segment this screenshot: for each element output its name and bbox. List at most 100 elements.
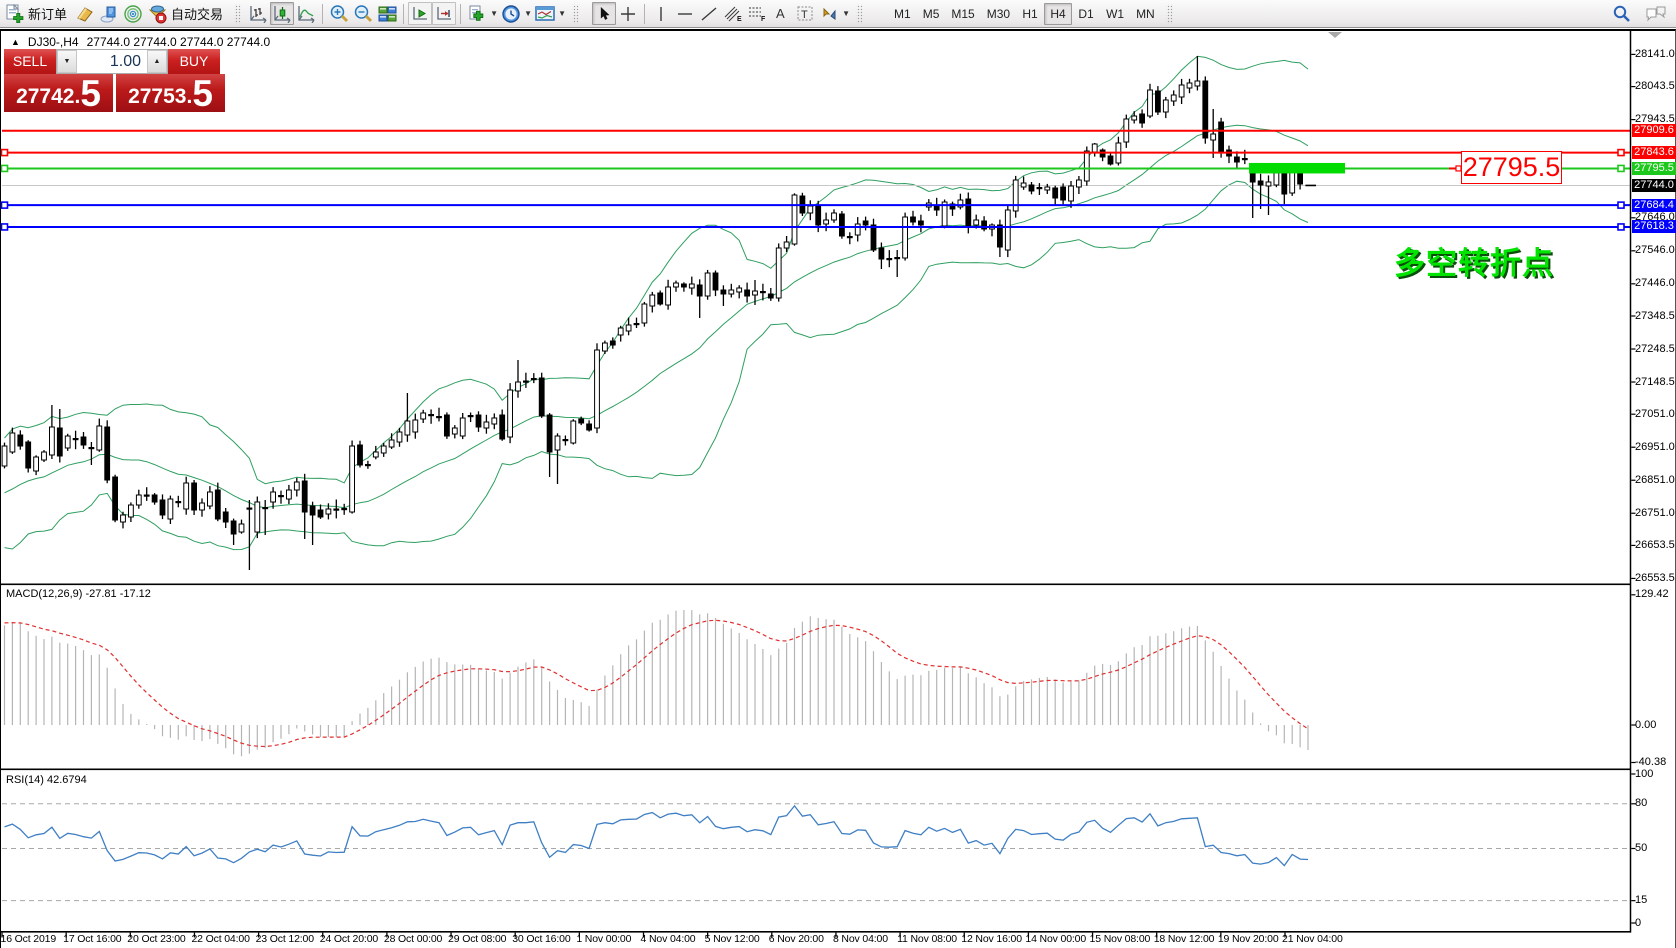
tile-windows-button[interactable] [375,2,399,25]
vline-tool-button[interactable] [649,2,673,25]
autotrading-label[interactable]: 自动交易 [171,7,224,22]
channel-tool-button[interactable]: E [721,2,745,25]
time-axis-label: 4 Nov 04:00 [640,933,696,945]
level-line-left-handle[interactable] [1,148,9,157]
level-line-left-handle[interactable] [1,164,9,173]
svg-text:E: E [737,16,742,23]
chart-shift-button[interactable] [432,2,457,25]
candle-bull [673,282,679,288]
autotrading-button[interactable] [145,2,169,25]
journal-button[interactable] [73,2,97,25]
line-chart-mode-icon [297,5,315,23]
candle-bull [570,420,577,444]
toolbar-grip[interactable] [572,3,580,24]
new-order-button[interactable] [2,2,26,25]
volume-box: ▼ ▲ [56,49,168,74]
new-order-label[interactable]: 新订单 [28,7,68,22]
timeframe-M15[interactable]: M15 [951,6,975,21]
sell-price-main: 27742 [16,85,75,108]
timeframe-M5[interactable]: M5 [922,6,940,21]
buy-price[interactable]: 27753. 5 [116,74,225,112]
timeframe-D1[interactable]: D1 [1078,6,1094,21]
candle-bull [483,421,490,429]
candle-bull [1162,99,1169,113]
candle-bear [151,494,158,503]
periods-dropdown[interactable]: ▼ [524,9,532,18]
arrow-objects-icon [823,7,836,20]
text-label-tool-button[interactable]: T [793,2,817,25]
candle-bull [1210,133,1217,141]
chinese-annotation[interactable]: 多空转折点 [1394,246,1554,281]
news-button[interactable] [121,2,145,25]
candle-bull [183,482,190,510]
collapse-arrow-icon[interactable]: ▲ [11,37,20,47]
svg-text:F: F [761,16,766,23]
toolbar-separator [460,3,462,24]
text-tool-button[interactable]: A [769,2,793,25]
candle-bull [736,287,743,293]
timeframe-H1[interactable]: H1 [1022,6,1038,21]
candle-bear [262,507,269,510]
zoom-in-button[interactable] [327,2,351,25]
level-line-left-handle[interactable] [1,223,9,231]
hline-tool-button[interactable] [673,2,697,25]
periods-button[interactable] [499,2,523,25]
timeframe-W1[interactable]: W1 [1106,6,1125,21]
time-axis-label: 6 Nov 20:00 [768,933,824,945]
candle-bear [997,224,1003,248]
trendline-tool-button[interactable] [697,2,721,25]
timeframe-M1[interactable]: M1 [894,6,911,21]
indicators-dropdown[interactable]: ▼ [490,9,498,18]
indicators-button[interactable] [465,2,489,25]
toolbar-separator [403,3,405,24]
crosshair-tool-button[interactable] [616,2,640,25]
sell-price[interactable]: 27742. 5 [4,74,113,112]
candlestick-mode-button[interactable] [270,2,295,25]
timeframe-M30[interactable]: M30 [986,6,1011,21]
candle-bear [80,436,87,446]
zoom-out-button[interactable] [351,2,375,25]
timeframe-H4[interactable]: H4 [1044,2,1073,25]
candle-bull [957,199,964,208]
volume-increase-button[interactable]: ▲ [147,50,167,73]
arrows-tool-button[interactable] [817,2,841,25]
candle-bull [973,219,980,226]
buy-button[interactable]: BUY [168,49,220,75]
sell-button[interactable]: SELL [4,49,56,75]
search-button[interactable] [1610,2,1634,25]
volume-input[interactable] [77,50,147,73]
level-line-right-handle[interactable] [1617,223,1625,231]
line-chart-mode-button[interactable] [294,2,318,25]
level-line-right-handle[interactable] [1617,164,1625,173]
one-click-trading-widget: SELL ▼ ▲ BUY 27742.5 27753.5 [4,49,225,112]
volume-decrease-button[interactable]: ▼ [57,50,77,73]
candle-bull [554,435,561,451]
candle-bear [862,220,869,226]
level-line-right-handle[interactable] [1617,148,1625,157]
level-line-right-handle[interactable] [1617,201,1625,209]
price-axis-label: 26851.0 [1635,473,1675,486]
chart-canvas[interactable] [1,31,1676,948]
fibonacci-tool-button[interactable]: F [745,2,769,25]
templates-dropdown[interactable]: ▼ [558,9,566,18]
toolbar-grip[interactable] [234,3,242,24]
candle-bull [388,439,395,448]
candle-bull [1004,209,1011,251]
bar-chart-mode-button[interactable] [246,2,270,25]
equidistant-channel-icon: E [724,6,742,23]
candle-bear [317,509,324,518]
toolbar-grip[interactable] [1165,3,1173,24]
candle-bear [112,476,118,521]
candle-bear [499,414,506,440]
auto-scroll-button[interactable] [408,2,433,25]
templates-button[interactable] [533,2,557,25]
publisher-button[interactable] [97,2,121,25]
timeframe-MN[interactable]: MN [1136,6,1155,21]
price-callout-box[interactable]: 27795.5 [1461,151,1562,184]
level-line-left-handle[interactable] [1,201,9,209]
chat-button[interactable] [1644,2,1668,25]
arrows-dropdown[interactable]: ▼ [842,9,850,18]
cursor-tool-button[interactable] [592,2,617,25]
candle-bull [33,456,40,472]
toolbar-grip[interactable] [856,3,864,24]
